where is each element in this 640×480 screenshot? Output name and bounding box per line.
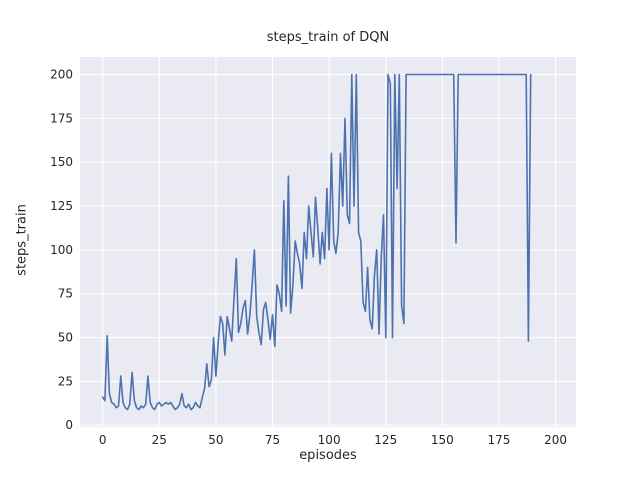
- x-tick-label: 50: [208, 433, 223, 447]
- y-tick-label: 150: [50, 155, 73, 169]
- y-tick-label: 100: [50, 243, 73, 257]
- y-axis-label: steps_train: [14, 204, 30, 276]
- y-tick-label: 25: [58, 374, 73, 388]
- y-tick-label: 75: [58, 287, 73, 301]
- x-tick-label: 150: [431, 433, 454, 447]
- y-tick-label: 200: [50, 68, 73, 82]
- y-tick-label: 175: [50, 111, 73, 125]
- x-tick-label: 125: [374, 433, 397, 447]
- x-tick-label: 100: [318, 433, 341, 447]
- y-tick-label: 50: [58, 331, 73, 345]
- y-tick-label: 0: [65, 418, 73, 432]
- x-tick-label: 0: [99, 433, 107, 447]
- x-tick-label: 200: [544, 433, 567, 447]
- x-tick-label: 175: [488, 433, 511, 447]
- chart-title: steps_train of DQN: [266, 30, 390, 45]
- x-tick-label: 75: [265, 433, 280, 447]
- x-axis-label: episodes: [299, 448, 357, 463]
- axes-background: [80, 57, 576, 427]
- x-tick-label: 25: [152, 433, 167, 447]
- y-tick-label: 125: [50, 199, 73, 213]
- series-line: [101, 73, 532, 411]
